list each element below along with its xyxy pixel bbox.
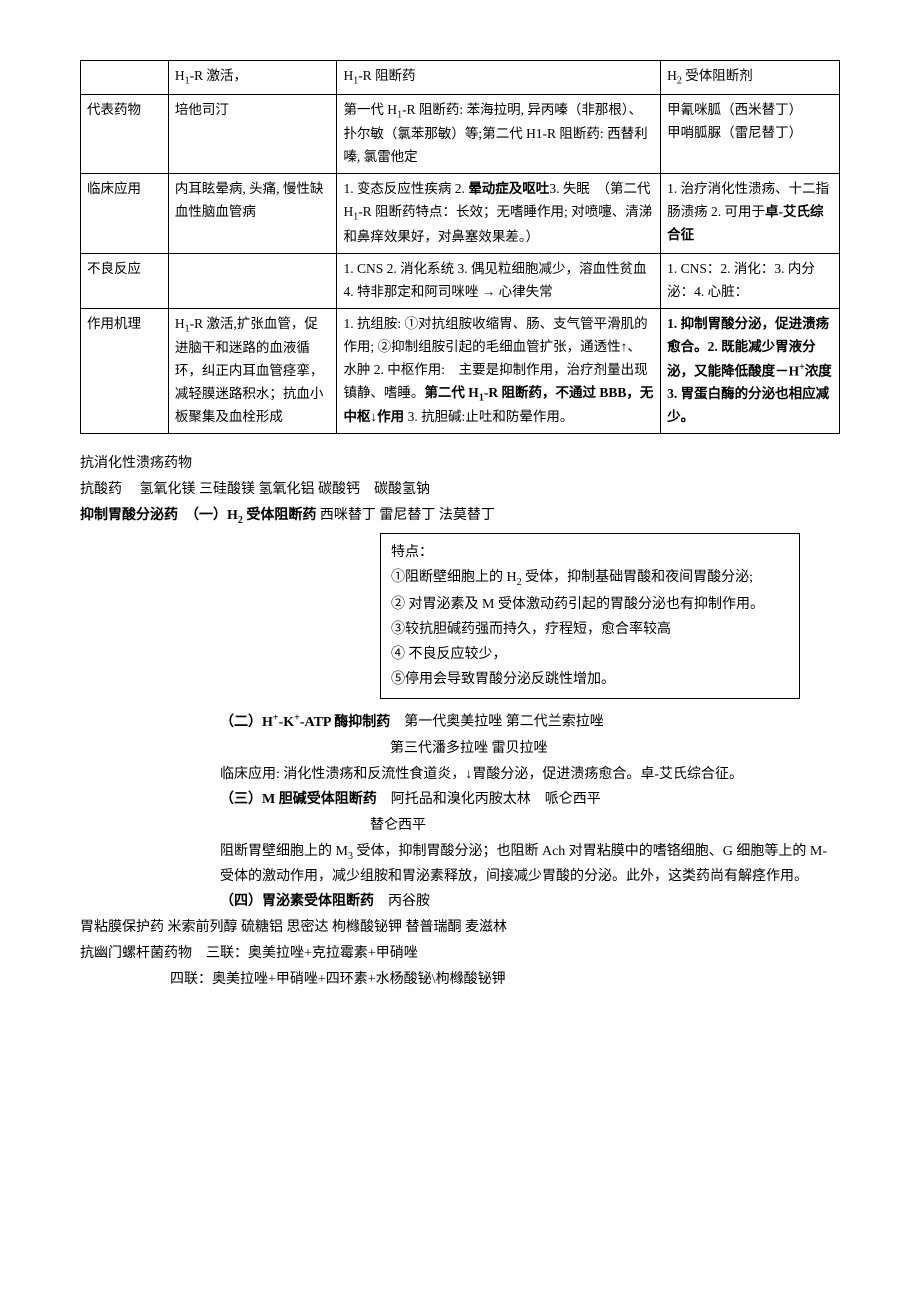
box-line: ② 对胃泌素及 M 受体激动药引起的胃酸分泌也有抑制作用。 [391, 592, 789, 617]
box-line: 特点： [391, 540, 789, 565]
table-row: 代表药物 培他司汀 第一代 H1-R 阻断药: 苯海拉明, 异丙嗪（非那根）、扑… [81, 94, 840, 174]
drug-list-hp-triple: 抗幽门螺杆菌药物 三联：奥美拉唑+克拉霉素+甲硝唑 [80, 942, 840, 966]
cell: 1. CNS：2. 消化：3. 内分泌：4. 心脏： [661, 253, 840, 308]
drug-list-mucosa: 胃粘膜保护药 米索前列醇 硫糖铝 思密达 枸橼酸铋钾 替普瑞酮 麦滋林 [80, 916, 840, 940]
cell: 第一代 H1-R 阻断药: 苯海拉明, 异丙嗪（非那根）、扑尔敏（氯苯那敏）等;… [337, 94, 661, 174]
header-h1r-block: H1-R 阻断药 [337, 61, 661, 95]
feature-box: 特点： ①阻断壁细胞上的 H2 受体，抑制基础胃酸和夜间胃酸分泌; ② 对胃泌素… [380, 533, 800, 700]
cell: 1. 抑制胃酸分泌，促进溃疡愈合。2. 既能减少胃液分泌，又能降低酸度－H+浓度… [661, 308, 840, 433]
box-line: ⑤停用会导致胃酸分泌反跳性增加。 [391, 667, 789, 692]
table-row: 不良反应 1. CNS 2. 消化系统 3. 偶见粒细胞减少，溶血性贫血 4. … [81, 253, 840, 308]
table-header-row: H1-R 激活， H1-R 阻断药 H2 受体阻断剂 [81, 61, 840, 95]
cell: 甲氰咪胍（西米替丁）甲哨胍脲（雷尼替丁） [661, 94, 840, 174]
cell: 1. 抗组胺: ①对抗组胺收缩胃、肠、支气管平滑肌的作用; ②抑制组胺引起的毛细… [337, 308, 661, 433]
drug-list-hp-quad: 四联：奥美拉唑+甲硝唑+四环素+水杨酸铋\枸橼酸铋钾 [170, 968, 840, 992]
section-ppi: （二）H+-K+-ATP 酶抑制药 第一代奥美拉唑 第二代兰索拉唑 第三代潘多拉… [220, 709, 840, 914]
drug-list-antacid: 抗酸药 氢氧化镁 三硅酸镁 氢氧化铝 碳酸钙 碳酸氢钠 [80, 478, 840, 502]
cell: 内耳眩晕病, 头痛, 慢性缺血性脑血管病 [168, 174, 337, 254]
section-h2-blocker: 抑制胃酸分泌药 （一）H2 受体阻断药 西咪替丁 雷尼替丁 法莫替丁 [80, 504, 840, 529]
cell: H1-R 激活,扩张血管，促进脑干和迷路的血液循环，纠正内耳血管痉挛，减轻膜迷路… [168, 308, 337, 433]
comparison-table: H1-R 激活， H1-R 阻断药 H2 受体阻断剂 代表药物 培他司汀 第一代… [80, 60, 840, 434]
header-blank [81, 61, 169, 95]
cell [168, 253, 337, 308]
cell: 1. CNS 2. 消化系统 3. 偶见粒细胞减少，溶血性贫血 4. 特非那定和… [337, 253, 661, 308]
cell: 1. 变态反应性疾病 2. 晕动症及呕吐3. 失眠 （第二代 H1-R 阻断药特… [337, 174, 661, 254]
row-label: 不良反应 [81, 253, 169, 308]
section-title: 抗消化性溃疡药物 [80, 452, 840, 476]
box-line: ①阻断壁细胞上的 H2 受体，抑制基础胃酸和夜间胃酸分泌; [391, 565, 789, 592]
header-h1r-activate: H1-R 激活， [168, 61, 337, 95]
row-label: 作用机理 [81, 308, 169, 433]
table-row: 临床应用 内耳眩晕病, 头痛, 慢性缺血性脑血管病 1. 变态反应性疾病 2. … [81, 174, 840, 254]
box-line: ③较抗胆碱药强而持久，疗程短，愈合率较高 [391, 617, 789, 642]
box-line: ④ 不良反应较少， [391, 642, 789, 667]
row-label: 代表药物 [81, 94, 169, 174]
cell: 培他司汀 [168, 94, 337, 174]
header-h2-block: H2 受体阻断剂 [661, 61, 840, 95]
table-row: 作用机理 H1-R 激活,扩张血管，促进脑干和迷路的血液循环，纠正内耳血管痉挛，… [81, 308, 840, 433]
row-label: 临床应用 [81, 174, 169, 254]
cell: 1. 治疗消化性溃疡、十二指肠溃疡 2. 可用于卓-艾氏综合征 [661, 174, 840, 254]
